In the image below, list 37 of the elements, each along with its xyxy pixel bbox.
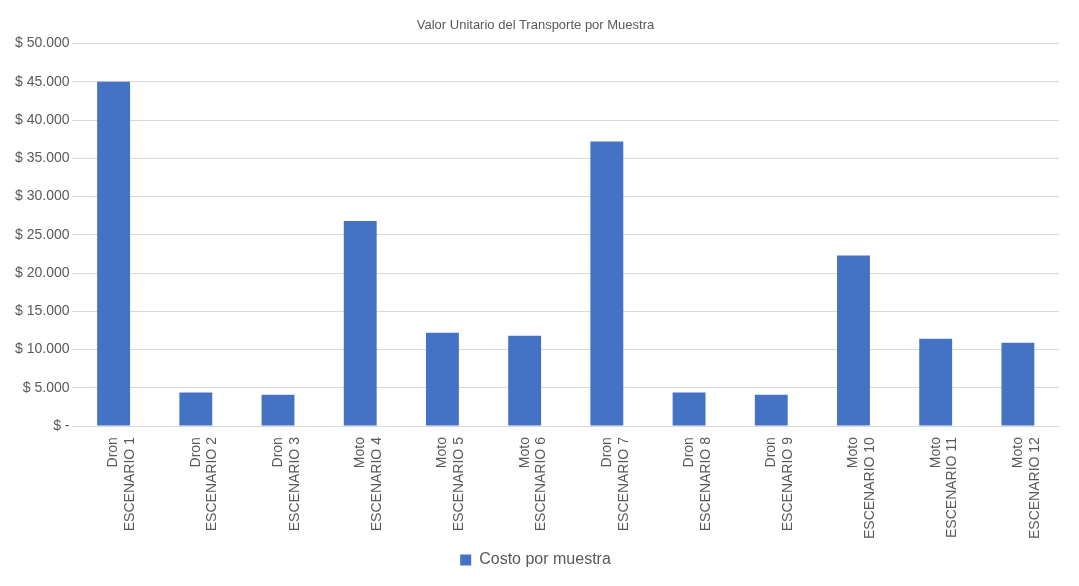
bar (97, 81, 131, 426)
x-tick-label: Moto ESCENARIO 4 (351, 436, 384, 532)
y-tick-label: $ 30.000 (15, 187, 70, 204)
x-tick-label: Dron ESCENARIO 9 (762, 436, 795, 532)
y-tick-label: $ 35.000 (15, 149, 70, 166)
bar (179, 392, 213, 426)
y-tick-label: $ 40.000 (15, 110, 70, 127)
y-tick-label: $ 45.000 (15, 72, 70, 89)
x-tick-label: Dron ESCENARIO 1 (104, 436, 138, 532)
y-tick-label: $ 10.000 (15, 340, 70, 357)
bar (754, 394, 788, 426)
bar (672, 392, 706, 426)
x-tick-label: Dron ESCENARIO 2 (186, 436, 220, 532)
y-tick-label: $ 15.000 (15, 302, 70, 319)
legend-label: Costo por muestra (479, 550, 611, 568)
bar (261, 394, 295, 426)
bar (919, 338, 953, 426)
y-tick-label: $ - (53, 416, 70, 433)
bar (343, 221, 377, 426)
x-tick-label: Dron ESCENARIO 3 (268, 436, 302, 532)
y-tick-label: $ 50.000 (15, 34, 70, 51)
bar (837, 255, 870, 426)
y-tick-label: $ 25.000 (15, 225, 70, 242)
x-tick-label: Moto ESCENARIO 11 (926, 436, 960, 538)
x-tick-label: Dron ESCENARIO 8 (679, 436, 713, 532)
bar (1001, 342, 1035, 426)
bar (508, 335, 542, 426)
x-tick-label: Moto ESCENARIO 10 (844, 436, 878, 540)
x-tick-label: Dron ESCENARIO 7 (597, 436, 631, 532)
bar (590, 141, 624, 426)
bar (425, 332, 459, 426)
y-tick-label: $ 20.000 (15, 263, 70, 280)
x-tick-label: Moto ESCENARIO 12 (1008, 436, 1042, 540)
x-tick-label: Moto ESCENARIO 5 (433, 436, 467, 532)
x-tick-label: Moto ESCENARIO 6 (515, 436, 549, 532)
y-tick-label: $ 5.000 (22, 378, 70, 395)
chart-title: Valor Unitario del Transporte por Muestra (416, 17, 656, 33)
